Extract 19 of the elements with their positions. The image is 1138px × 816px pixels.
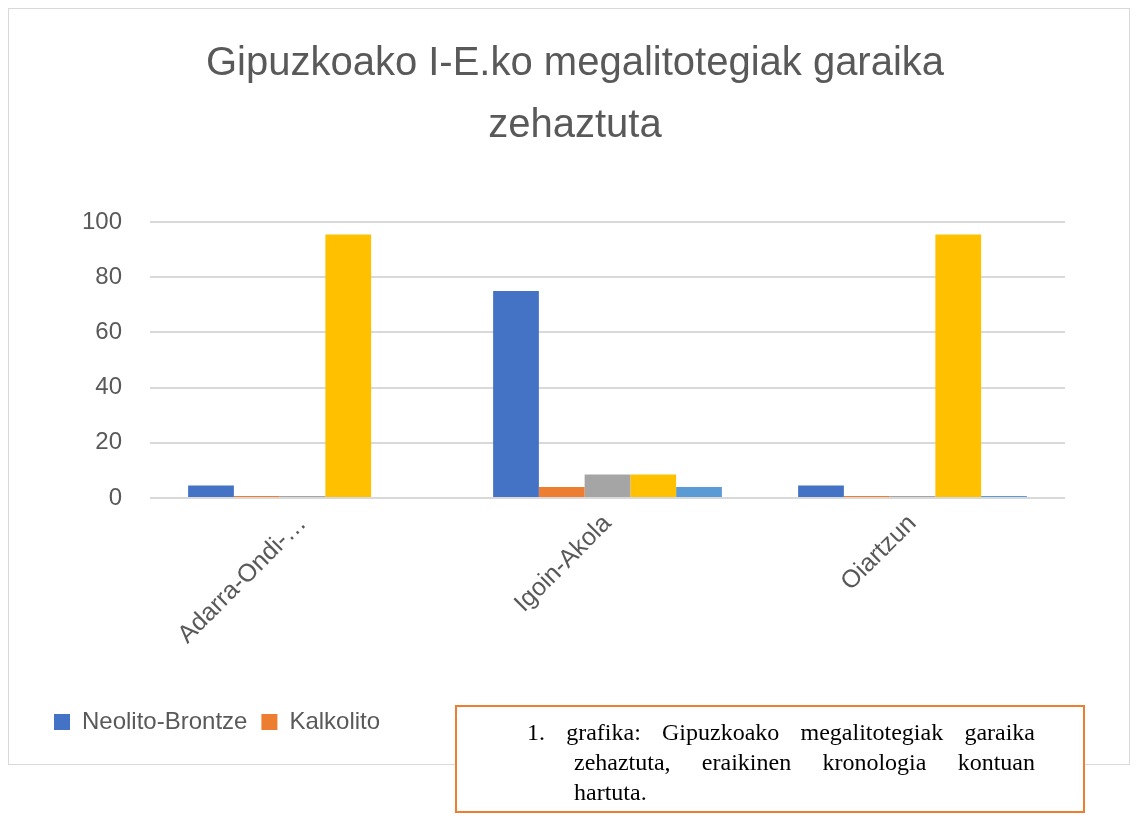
chart-title: Gipuzkoako I-E.ko megalitotegiak garaika zehaztuta <box>204 38 946 147</box>
bar <box>325 234 372 497</box>
legend-label: Kalkolito <box>289 706 381 734</box>
bar <box>935 234 982 497</box>
y-tick-label: 40 <box>95 372 122 400</box>
y-tick-label: 60 <box>95 317 122 345</box>
bar <box>188 485 234 497</box>
bar <box>493 291 539 497</box>
bar <box>798 485 844 497</box>
legend-label: Neolito-Brontze <box>82 706 248 734</box>
caption-frame: 1. grafika: Gipuzkoako megalitotegiak garaika zehaztuta, eraikinen kronologia kontuan hartuta. <box>455 705 1085 813</box>
bar <box>538 486 585 497</box>
y-tick-label: 20 <box>95 427 122 455</box>
bar <box>584 474 631 497</box>
y-tick-label: 0 <box>108 482 122 510</box>
y-tick-label: 80 <box>95 261 122 289</box>
y-tick-label: 100 <box>81 206 122 234</box>
bar <box>630 474 677 497</box>
bar <box>676 486 722 497</box>
